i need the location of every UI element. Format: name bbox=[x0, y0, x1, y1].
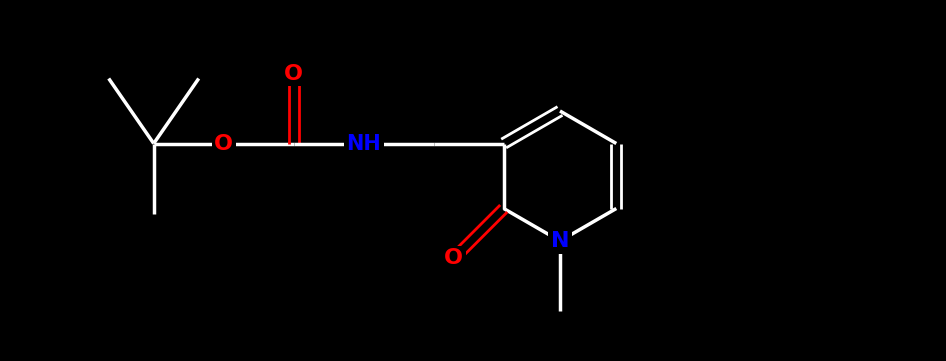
Text: O: O bbox=[445, 248, 464, 269]
Text: NH: NH bbox=[346, 134, 381, 153]
Text: N: N bbox=[551, 231, 569, 251]
Text: O: O bbox=[214, 134, 234, 153]
Text: O: O bbox=[284, 64, 304, 83]
